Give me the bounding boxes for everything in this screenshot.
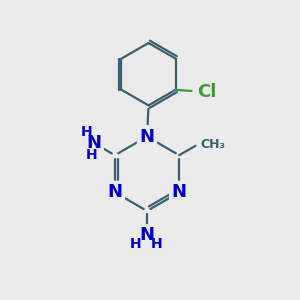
Text: N: N xyxy=(140,128,154,146)
Text: N: N xyxy=(107,183,122,201)
Text: CH₃: CH₃ xyxy=(200,138,225,151)
Text: N: N xyxy=(172,183,187,201)
Text: N: N xyxy=(140,226,154,244)
Text: H: H xyxy=(129,237,141,250)
Text: N: N xyxy=(87,134,102,152)
Text: H: H xyxy=(86,148,98,162)
Text: H: H xyxy=(81,125,93,139)
Text: H: H xyxy=(151,237,162,250)
Text: Cl: Cl xyxy=(197,82,216,100)
